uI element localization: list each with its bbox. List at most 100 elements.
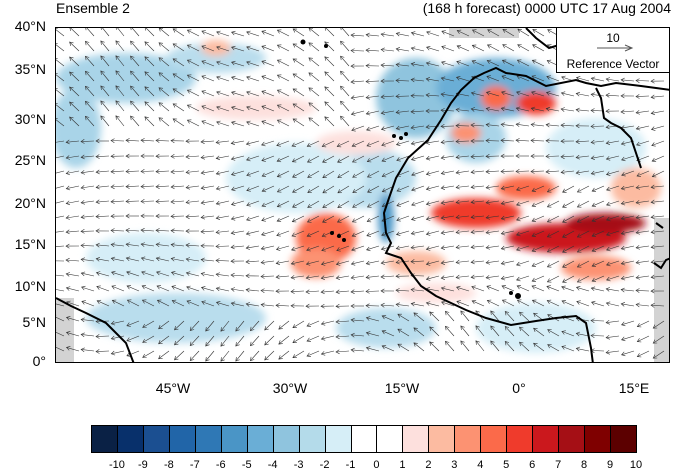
wind-vector-head [215,286,221,292]
wind-vector-head [504,310,510,316]
wind-vector-head [215,200,221,206]
wind-vector [291,230,305,237]
wind-vector-head [425,140,431,145]
wind-vector [531,230,545,237]
wind-vector-head [126,337,131,342]
wind-vector [276,230,290,236]
colorbar-cell [532,425,560,453]
wind-vector [66,332,80,337]
wind-vector [66,215,80,219]
wind-vector [290,290,305,292]
wind-vector [115,40,125,52]
wind-vector [456,155,470,158]
wind-vector-head [456,60,461,65]
wind-vector-head [260,259,265,265]
wind-vector-head [635,125,641,131]
wind-vector-head [110,320,116,326]
wind-vector-head [186,29,192,34]
wind-vector-head [500,122,505,128]
left-title: Ensemble 2 [56,0,130,16]
wind-vector [69,116,80,127]
colorbar-cell [480,425,508,453]
wind-vector [591,170,605,175]
wind-vector [172,58,185,67]
wind-vector-head [140,213,145,219]
wind-vector [651,230,665,233]
wind-vector [66,200,80,204]
wind-vector [306,350,320,357]
wind-vector [246,46,260,52]
wind-vector-head [350,317,355,323]
wind-vector [130,40,140,52]
wind-vector [231,245,245,248]
wind-vector-head [235,327,240,332]
wind-vector-head [635,215,640,220]
wind-vector-head [591,277,597,282]
wind-vector-head [322,189,327,194]
wind-vector-head [561,345,566,350]
wind-vector-head [215,258,220,263]
wind-vector [201,200,215,204]
wind-vector [56,346,65,352]
colorbar-cell [558,425,586,453]
wind-vector-head [590,92,595,98]
wind-vector [441,30,455,37]
wind-vector-head [350,303,355,309]
colorbar-label: -10 [108,459,125,471]
wind-vector [531,124,545,127]
wind-vector [426,31,440,37]
wind-vector-head [519,326,524,332]
wind-vector [306,275,320,279]
wind-vector-head [306,337,312,342]
wind-vector [547,275,560,283]
wind-vector [158,72,170,82]
wind-vector-head [201,300,206,305]
colorbar-label: -6 [215,459,226,471]
colorbar-label: -9 [138,459,148,471]
wind-vector-head [397,343,402,348]
wind-vector-head [366,173,372,178]
wind-vector [324,56,335,67]
wind-vector-head [636,141,641,147]
wind-vector-head [201,105,206,110]
wind-vector-head [410,46,416,52]
wind-vector-head [381,173,387,178]
wind-vector-head [532,29,537,34]
wind-vector [335,350,350,353]
wind-vector-head [531,232,537,237]
wind-vector-head [189,356,195,362]
wind-vector-head [395,78,400,83]
wind-vector-head [125,256,131,262]
wind-vector-head [65,200,71,206]
wind-vector [231,155,245,160]
wind-vector [185,215,200,218]
wind-vector-head [69,56,74,61]
wind-vector-head [215,229,220,235]
wind-vector [321,275,335,279]
wind-vector [201,170,215,174]
colorbar-cell [350,425,378,453]
wind-vector-head [142,323,147,328]
wind-vector [504,311,515,322]
wind-vector-head [380,126,386,131]
wind-vector-head [530,122,535,128]
wind-vector [65,259,80,262]
wind-vector [456,77,470,82]
wind-vector-head [381,232,386,237]
wind-vector-head [350,289,355,294]
wind-vector-head [635,275,640,280]
wind-vector-head [366,246,371,252]
wind-vector [591,260,605,267]
wind-vector-head [230,216,236,221]
wind-vector [365,80,380,82]
wind-vector [246,170,260,176]
wind-vector [340,86,350,97]
wind-vector-head [80,185,86,190]
wind-vector-head [562,263,567,268]
wind-vector-head [340,115,345,121]
wind-vector-head [340,55,345,61]
wind-vector [231,140,245,144]
wind-vector [96,300,110,307]
wind-vector [367,170,380,178]
wind-vector-head [381,315,387,320]
